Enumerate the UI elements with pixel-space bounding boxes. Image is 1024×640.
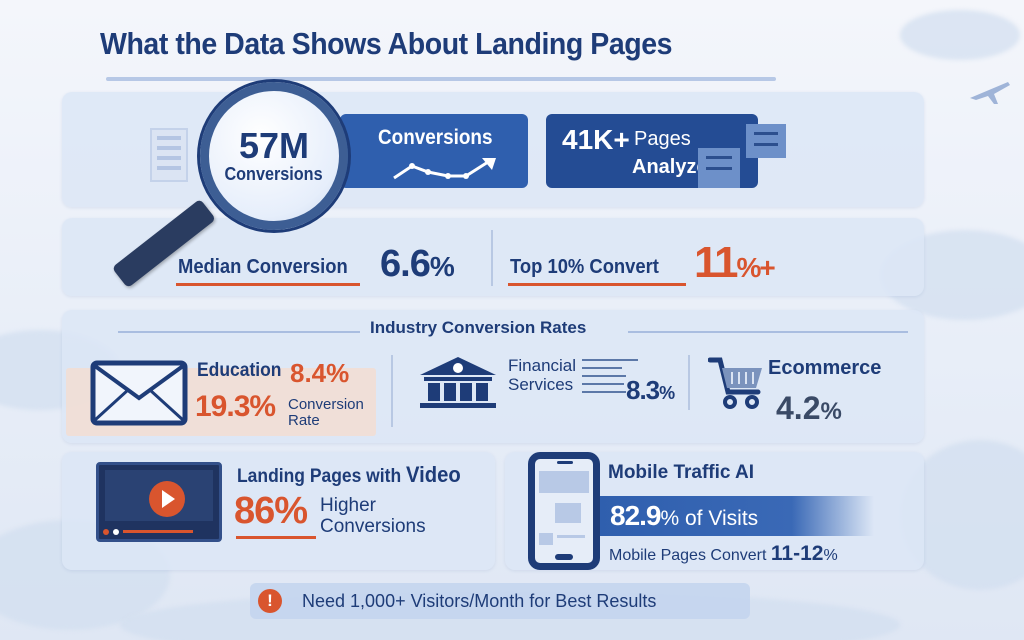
video-value-underline bbox=[236, 536, 316, 539]
video-player-icon bbox=[96, 462, 222, 542]
divider bbox=[391, 355, 393, 427]
ecommerce-label: Ecommerce bbox=[768, 357, 882, 379]
video-sub-line1: Higher bbox=[320, 495, 376, 516]
phone-notch bbox=[557, 461, 573, 464]
cloud-decoration bbox=[900, 10, 1020, 60]
smartphone-icon bbox=[528, 452, 600, 570]
mobile-highlight-band bbox=[600, 496, 874, 536]
education-rate-label: Conversion Rate bbox=[288, 397, 364, 429]
median-conversion-value: 6.6% bbox=[380, 243, 455, 286]
median-underline bbox=[176, 283, 360, 286]
financial-services-label: Financial Services bbox=[508, 356, 577, 394]
mobile-convert-unit: % bbox=[823, 547, 838, 564]
shopping-cart-icon bbox=[708, 357, 762, 409]
progress-dot bbox=[113, 529, 119, 535]
median-conversion-label: Median Conversion bbox=[178, 256, 348, 278]
mobile-convert-value: 11-12 bbox=[770, 542, 824, 565]
phone-content-block bbox=[539, 471, 589, 493]
divider bbox=[491, 230, 493, 286]
document-icon bbox=[150, 128, 188, 182]
financial-value-unit: % bbox=[659, 383, 675, 403]
ecommerce-value-unit: % bbox=[820, 398, 842, 425]
conversions-box-label: Conversions bbox=[378, 126, 493, 149]
education-label: Education bbox=[197, 360, 282, 381]
video-sub-line2: Conversions bbox=[320, 515, 426, 537]
financial-label-line2: Services bbox=[508, 374, 574, 394]
page-title: What the Data Shows About Landing Pages bbox=[100, 26, 673, 61]
phone-content-block bbox=[539, 533, 553, 545]
mobile-convert-label: Mobile Pages Convert 11-12% bbox=[609, 542, 838, 566]
top-convert-value: 11%+ bbox=[694, 238, 776, 288]
conversions-box: Conversions bbox=[340, 114, 528, 188]
rate-label-line2: Rate bbox=[288, 411, 320, 429]
education-rate-value: 19.3% bbox=[195, 390, 276, 423]
divider bbox=[688, 355, 690, 410]
top-value-number: 11 bbox=[694, 238, 738, 287]
median-value-number: 6.6 bbox=[380, 243, 431, 285]
video-value: 86% bbox=[234, 490, 308, 532]
mobile-value-suffix: % of Visits bbox=[660, 507, 759, 530]
phone-home-button bbox=[555, 554, 573, 560]
title-underline bbox=[106, 77, 776, 81]
financial-value-number: 8.3 bbox=[626, 375, 660, 405]
total-conversions-value: 57M bbox=[238, 124, 310, 166]
trend-line-icon bbox=[393, 158, 496, 180]
video-label-text: Landing Pages with bbox=[237, 466, 402, 487]
industry-section-title: Industry Conversion Rates bbox=[370, 318, 587, 337]
mobile-convert-text: Mobile Pages Convert bbox=[609, 547, 767, 564]
magnifier-icon: 57M Conversions bbox=[200, 82, 348, 230]
page-sheet-icon bbox=[698, 148, 740, 188]
total-conversions-label: Conversions bbox=[224, 163, 324, 184]
envelope-icon bbox=[90, 360, 188, 426]
alert-icon: ! bbox=[258, 589, 282, 613]
ecommerce-value: 4.2% bbox=[776, 390, 842, 427]
top-convert-underline bbox=[508, 283, 686, 286]
pages-analyzed-value: 41K+ bbox=[562, 124, 630, 155]
mobile-value-number: 82.9 bbox=[610, 500, 661, 531]
airplane-icon bbox=[970, 82, 1010, 104]
footer-text: Need 1,000+ Visitors/Month for Best Resu… bbox=[302, 591, 657, 611]
pages-analyzed-label-2: Analyzed bbox=[632, 156, 720, 178]
ecommerce-value-number: 4.2 bbox=[776, 390, 821, 426]
video-label: Landing Pages with Video bbox=[237, 462, 461, 488]
play-icon bbox=[149, 481, 185, 517]
phone-content-block bbox=[557, 535, 585, 538]
footer-banner bbox=[250, 583, 750, 619]
financial-label-line1: Financial bbox=[508, 356, 577, 375]
speed-lines-decoration bbox=[582, 359, 638, 399]
top-convert-label: Top 10% Convert bbox=[510, 256, 659, 278]
financial-services-value: 8.3% bbox=[626, 375, 675, 406]
education-value: 8.4% bbox=[290, 358, 350, 388]
median-value-unit: % bbox=[429, 251, 455, 282]
top-value-unit: %+ bbox=[736, 252, 776, 283]
rate-label-line1: Conversion bbox=[288, 396, 364, 413]
pages-analyzed-box: 41K+ Pages Analyzed bbox=[546, 114, 786, 188]
video-screen bbox=[105, 470, 213, 521]
progress-dot bbox=[103, 529, 109, 535]
progress-bar bbox=[123, 530, 193, 533]
pages-analyzed-label: Pages bbox=[634, 128, 691, 150]
bank-icon bbox=[420, 357, 496, 408]
phone-content-block bbox=[555, 503, 581, 523]
mobile-traffic-value: 82.9% of Visits bbox=[610, 500, 758, 532]
video-label-emphasis: Video bbox=[405, 462, 461, 487]
page-sheet-icon bbox=[746, 124, 786, 158]
section-rule bbox=[628, 331, 908, 333]
section-rule bbox=[118, 331, 360, 333]
mobile-traffic-title: Mobile Traffic AI bbox=[608, 462, 755, 483]
video-sub-label: Higher Conversions bbox=[320, 495, 426, 538]
